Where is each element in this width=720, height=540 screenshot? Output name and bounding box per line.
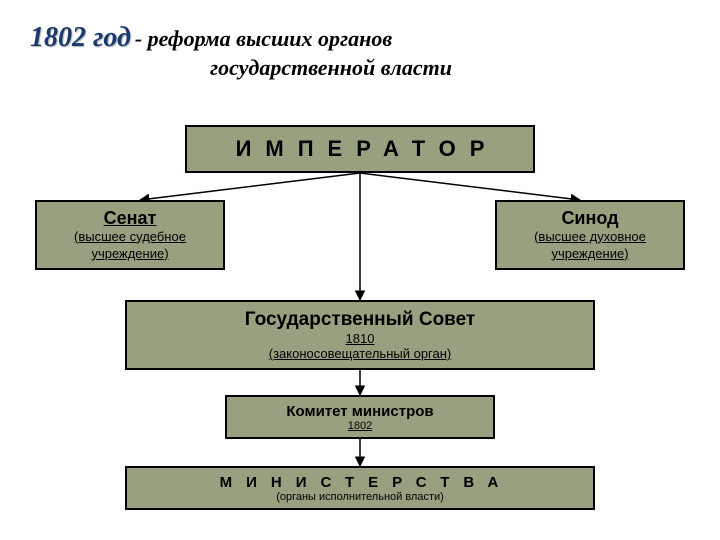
- node-ministries: МИНИСТЕРСТВА (органы исполнительной влас…: [125, 466, 595, 510]
- title-line-2: государственной власти: [210, 54, 690, 83]
- year-label: 1802 год: [30, 22, 131, 53]
- senate-sub1: (высшее судебное: [74, 229, 186, 246]
- council-year: 1810: [346, 331, 375, 346]
- emperor-label: ИМПЕРАТОР: [236, 136, 499, 162]
- senate-title: Сенат: [104, 208, 157, 229]
- node-council: Государственный Совет 1810 (законосовеща…: [125, 300, 595, 370]
- node-committee: Комитет министров 1802: [225, 395, 495, 439]
- node-senate: Сенат (высшее судебное учреждение): [35, 200, 225, 270]
- diagram-header: 1802 год - реформа высших органов госуда…: [30, 22, 690, 83]
- node-emperor: ИМПЕРАТОР: [185, 125, 535, 173]
- synod-sub2: учреждение): [551, 246, 628, 263]
- committee-title: Комитет министров: [286, 403, 433, 420]
- synod-title: Синод: [561, 208, 618, 229]
- committee-year: 1802: [348, 420, 372, 432]
- title-line-1: - реформа высших органов: [135, 26, 392, 51]
- council-title: Государственный Совет: [245, 309, 475, 331]
- ministries-sub: (органы исполнительной власти): [276, 491, 444, 503]
- council-sub: (законосовещательный орган): [269, 346, 452, 361]
- node-synod: Синод (высшее духовное учреждение): [495, 200, 685, 270]
- ministries-title: МИНИСТЕРСТВА: [208, 474, 513, 491]
- senate-sub2: учреждение): [91, 246, 168, 263]
- synod-sub1: (высшее духовное: [534, 229, 646, 246]
